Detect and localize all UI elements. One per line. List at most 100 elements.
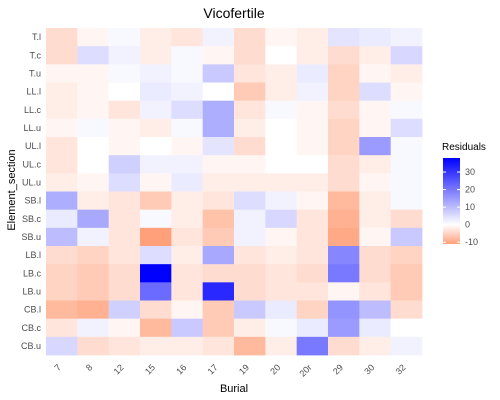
heatmap-cell — [202, 318, 235, 338]
heatmap-cell — [296, 246, 329, 265]
heatmap-cell — [265, 28, 298, 47]
heatmap-cell — [296, 264, 329, 283]
heatmap-cell — [171, 318, 204, 338]
heatmap-cell — [359, 191, 392, 211]
heatmap-cell — [108, 264, 141, 283]
heatmap-cell — [234, 336, 266, 356]
heatmap-cell — [328, 282, 360, 301]
heatmap-cell — [265, 300, 298, 320]
heatmap-cell — [171, 191, 204, 211]
legend-tick-label: 30 — [465, 167, 475, 177]
heatmap-cell — [202, 137, 235, 156]
heatmap-cell — [202, 155, 235, 174]
legend-tick-label: 0 — [465, 220, 470, 230]
heatmap-cell — [77, 318, 110, 338]
x-axis-ticks: 7 8 12 15 16 17 19 20 20r 29 30 32 — [52, 362, 407, 378]
x-tick-label: 29 — [331, 362, 345, 376]
heatmap-cell — [171, 46, 204, 65]
heatmap-cell — [296, 64, 329, 83]
y-tick-label: UL.c — [22, 159, 41, 169]
heatmap-cell — [140, 82, 172, 102]
y-tick-label: T.c — [29, 50, 41, 60]
heatmap-cell — [359, 64, 392, 83]
heatmap-cell — [359, 82, 392, 102]
heatmap-cell — [265, 246, 298, 265]
y-axis-ticks: T.l T.c T.u LL.l LL.c LL.u UL.l UL.c UL.u SB.l SB.… — [21, 32, 42, 351]
heatmap-cell — [265, 46, 298, 65]
heatmap-cell — [390, 118, 423, 138]
heatmap-cell — [328, 246, 360, 265]
heatmap-cell — [108, 318, 141, 338]
y-tick-label: LB.c — [23, 268, 42, 278]
heatmap-cell — [390, 246, 423, 265]
y-tick-label: CB.l — [24, 305, 41, 315]
x-tick-label: 19 — [237, 362, 251, 376]
heatmap-cell — [202, 46, 235, 65]
heatmap-cell — [390, 64, 423, 83]
heatmap-cell — [46, 155, 78, 174]
heatmap-cell — [171, 137, 204, 156]
heatmap-cell — [46, 227, 78, 247]
heatmap-cell — [296, 209, 329, 229]
heatmap-cell — [46, 137, 78, 156]
heatmap-cell — [46, 82, 78, 102]
heatmap-cell — [77, 28, 110, 47]
legend-tick-label: 10 — [465, 202, 475, 212]
heatmap-cell — [77, 64, 110, 83]
x-tick-label: 20r — [297, 362, 313, 378]
heatmap-cell — [296, 191, 329, 211]
heatmap-cell — [77, 246, 110, 265]
heatmap-cell — [140, 227, 172, 247]
heatmap-cell — [46, 191, 78, 211]
heatmap-cell — [202, 209, 235, 229]
heatmap-cell — [140, 246, 172, 265]
y-tick-label: LB.u — [22, 286, 41, 296]
heatmap-cell — [140, 191, 172, 211]
heatmap-cell — [140, 336, 172, 356]
heatmap-cell — [265, 336, 298, 356]
heatmap-cell — [265, 100, 298, 120]
heatmap-cell — [202, 264, 235, 283]
heatmap-cell — [234, 300, 266, 320]
heatmap-cell — [265, 191, 298, 211]
heatmap-cell — [359, 227, 392, 247]
heatmap-cell — [171, 173, 204, 192]
heatmap-cell — [265, 318, 298, 338]
heatmap-cell — [77, 137, 110, 156]
heatmap-cell — [390, 227, 423, 247]
y-tick-label: LL.u — [23, 123, 41, 133]
y-tick-label: CB.u — [21, 341, 41, 351]
heatmap-cell — [77, 46, 110, 65]
heatmap-cell — [202, 300, 235, 320]
heatmap-cell — [390, 282, 423, 301]
heatmap-cell — [202, 100, 235, 120]
heatmap-cell — [202, 28, 235, 47]
heatmap-cell — [140, 118, 172, 138]
heatmap-cell — [265, 282, 298, 301]
heatmap-cell — [108, 28, 141, 47]
heatmap-cell — [202, 336, 235, 356]
heatmap-cell — [296, 300, 329, 320]
heatmap-cell — [202, 282, 235, 301]
heatmap-cell — [202, 191, 235, 211]
heatmap-cell — [390, 137, 423, 156]
heatmap-cell — [328, 64, 360, 83]
x-tick-label: 15 — [143, 362, 157, 376]
heatmap-cell — [359, 246, 392, 265]
heatmap-cell — [390, 155, 423, 174]
heatmap-cell — [328, 173, 360, 192]
heatmap-cell — [108, 209, 141, 229]
heatmap-cell — [296, 46, 329, 65]
heatmap-cell — [140, 100, 172, 120]
heatmap-cell — [390, 46, 423, 65]
heatmap-cell — [108, 155, 141, 174]
heatmap-cell — [77, 209, 110, 229]
heatmap-cell — [234, 64, 266, 83]
heatmap-cell — [140, 282, 172, 301]
heatmap-cell — [202, 82, 235, 102]
heatmap-cell — [46, 46, 78, 65]
heatmap-cell — [234, 82, 266, 102]
heatmap-cell — [140, 264, 172, 283]
heatmap-cell — [140, 318, 172, 338]
x-axis-title: Burial — [220, 383, 248, 395]
